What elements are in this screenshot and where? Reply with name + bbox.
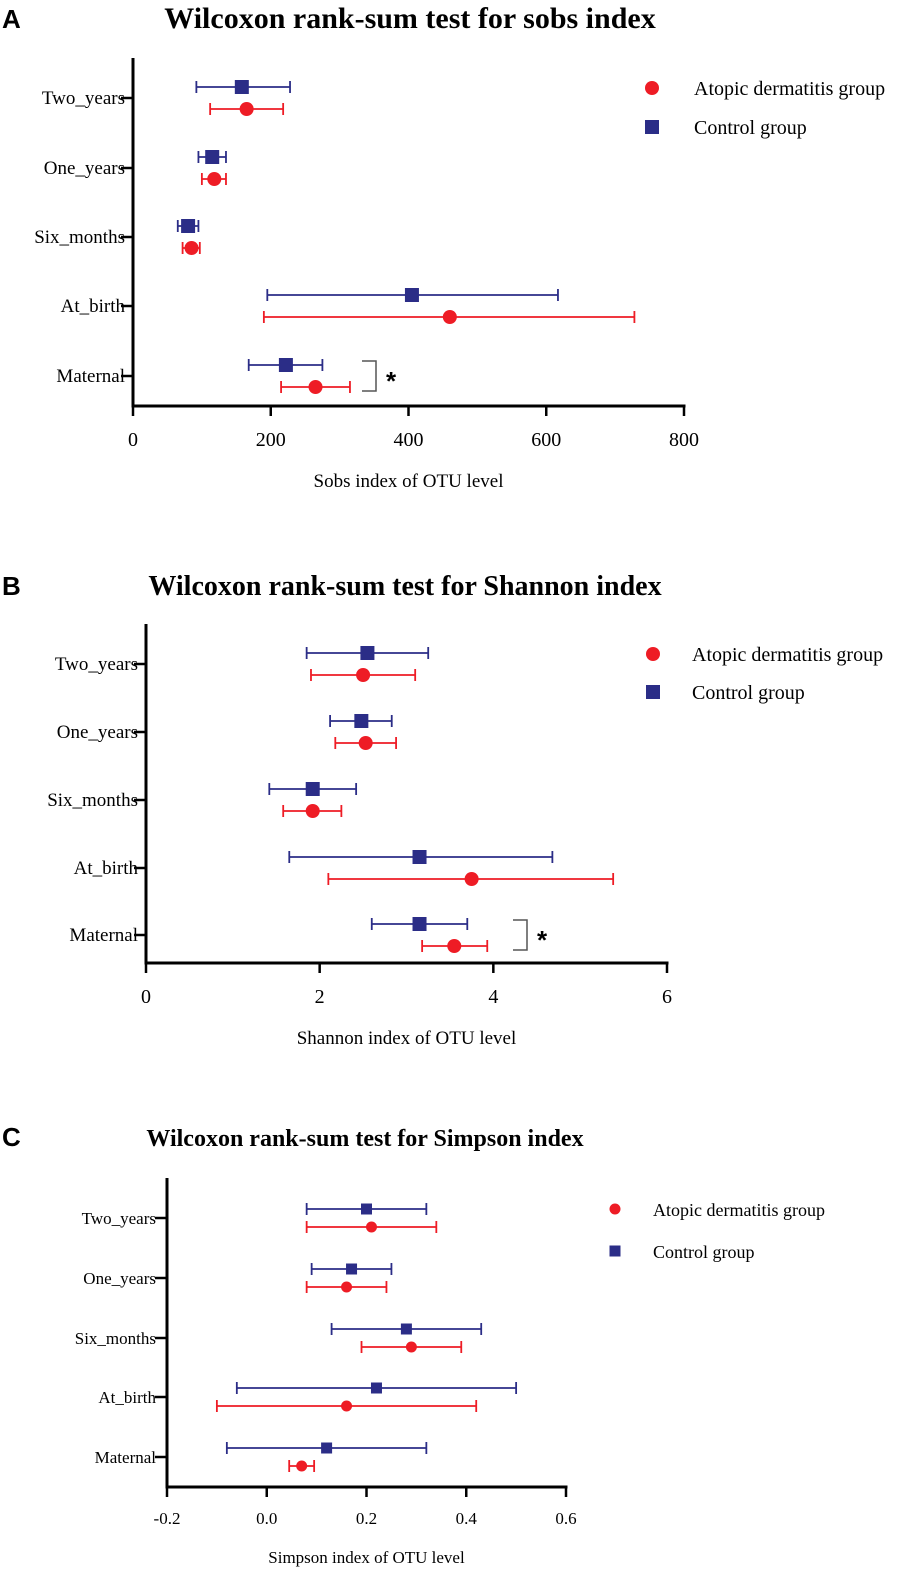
chart-panel-b: B Wilcoxon rank-sum test for Shannon inde… (2, 571, 883, 1049)
x-tick-label: 2 (315, 986, 325, 1008)
x-tick-label: 0.0 (256, 1509, 277, 1528)
x-tick-label: 6 (662, 986, 672, 1008)
point-ad (358, 736, 373, 750)
category-label: Two_years (42, 88, 125, 109)
point-control (360, 646, 375, 660)
category-label: At_birth (61, 296, 126, 317)
point-ad (365, 1221, 377, 1233)
category-label: One_years (83, 1269, 156, 1288)
legend-marker-ad (645, 81, 659, 95)
x-tick-label: 0.6 (555, 1509, 576, 1528)
significance-bracket (362, 360, 377, 392)
significance-bracket (513, 919, 528, 951)
category-label: At_birth (98, 1388, 156, 1407)
category-label: Two_years (82, 1209, 156, 1228)
point-ad (405, 1341, 417, 1353)
panel-letter: A (2, 4, 21, 34)
point-control (361, 1203, 372, 1215)
point-ad (356, 668, 371, 682)
point-ad (184, 241, 199, 255)
panel-letter: C (2, 1122, 21, 1152)
point-control (278, 358, 293, 372)
category-label: Maternal (56, 366, 125, 387)
point-ad (464, 872, 479, 886)
x-tick-label: 0 (128, 429, 138, 451)
category-label: Maternal (95, 1448, 157, 1467)
significance-star: * (386, 366, 397, 396)
x-tick-label: 600 (531, 429, 561, 451)
category-label: Six_months (34, 227, 125, 248)
significance-star: * (537, 925, 548, 955)
legend-label-ad: Atopic dermatitis group (694, 78, 885, 100)
legend-label-control: Control group (692, 682, 805, 704)
point-control (305, 782, 320, 796)
point-ad (305, 804, 320, 818)
legend: Atopic dermatitis group Control group (646, 644, 883, 704)
point-control (354, 714, 369, 728)
legend-marker-ad (609, 1203, 621, 1215)
point-control (370, 1382, 382, 1394)
legend-label-control: Control group (694, 117, 807, 139)
x-tick-label: 0.2 (356, 1509, 377, 1528)
point-control (234, 80, 249, 94)
category-label: Six_months (47, 790, 138, 811)
x-axis-label: Sobs index of OTU level (314, 471, 504, 492)
point-control (205, 150, 220, 164)
point-ad (341, 1281, 353, 1293)
x-tick-label: 0.4 (456, 1509, 478, 1528)
category-label: At_birth (74, 858, 139, 879)
point-ad (308, 380, 323, 394)
category-label: One_years (57, 722, 138, 743)
point-control (404, 288, 419, 302)
legend: Atopic dermatitis group Control group (609, 1200, 825, 1262)
point-control (321, 1442, 333, 1454)
point-ad (447, 939, 462, 953)
chart-panel-c: C Wilcoxon rank-sum test for Simpson inde… (2, 1122, 825, 1567)
chart-panel-a: A Wilcoxon rank-sum test for sobs index 0 2… (2, 2, 885, 492)
panel-letter: B (2, 571, 21, 601)
category-label: Two_years (55, 654, 138, 675)
legend: Atopic dermatitis group Control group (645, 78, 885, 139)
legend-label-control: Control group (653, 1242, 755, 1262)
point-ad (239, 102, 254, 116)
x-tick-label: 0 (141, 986, 151, 1008)
legend-marker-control (645, 120, 659, 134)
point-control (346, 1263, 358, 1275)
chart-title: Wilcoxon rank-sum test for sobs index (164, 2, 655, 35)
category-label: Maternal (69, 925, 138, 946)
legend-marker-control (609, 1245, 621, 1257)
legend-marker-control (646, 685, 660, 699)
category-label: One_years (44, 158, 125, 179)
point-control (412, 850, 427, 864)
point-ad (442, 310, 457, 324)
point-control (181, 219, 196, 233)
chart-title: Wilcoxon rank-sum test for Shannon index (148, 571, 661, 602)
x-tick-label: 4 (488, 986, 498, 1008)
point-control (400, 1323, 412, 1335)
x-tick-label: 400 (394, 429, 424, 451)
x-tick-label: 800 (669, 429, 699, 451)
chart-title: Wilcoxon rank-sum test for Simpson index (146, 1126, 583, 1152)
legend-label-ad: Atopic dermatitis group (653, 1200, 825, 1220)
x-axis-label: Shannon index of OTU level (297, 1028, 517, 1049)
category-label: Six_months (75, 1329, 156, 1348)
legend-marker-ad (646, 647, 660, 661)
x-axis-label: Simpson index of OTU level (268, 1548, 465, 1567)
point-ad (207, 172, 222, 186)
point-ad (341, 1400, 353, 1412)
point-ad (296, 1460, 308, 1472)
point-control (412, 917, 427, 931)
x-tick-label: -0.2 (154, 1509, 181, 1528)
legend-label-ad: Atopic dermatitis group (692, 644, 883, 666)
x-tick-label: 200 (256, 429, 286, 451)
